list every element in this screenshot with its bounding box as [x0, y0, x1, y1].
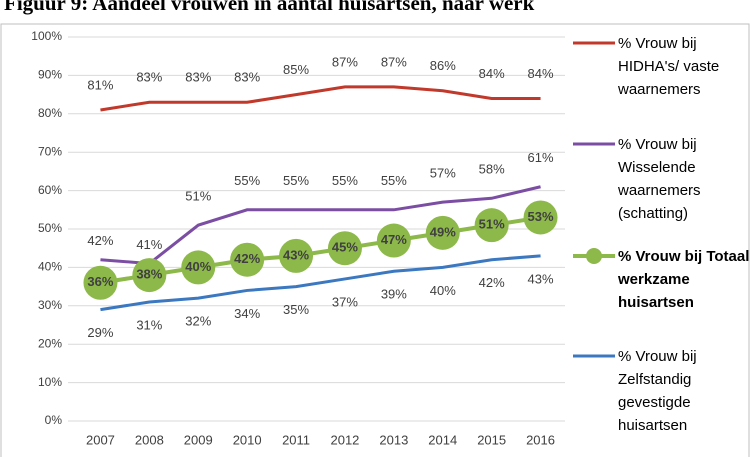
data-label: 47% — [381, 232, 407, 247]
marker — [474, 208, 509, 243]
data-label: 55% — [381, 173, 407, 188]
y-tick-label: 40% — [38, 260, 62, 274]
x-tick-label: 2013 — [379, 432, 408, 447]
y-tick-label: 60% — [38, 183, 62, 197]
marker — [327, 231, 362, 266]
y-tick-label: 0% — [45, 413, 63, 427]
data-label: 38% — [136, 267, 162, 282]
series-line — [100, 85, 541, 112]
y-tick-label: 100% — [31, 29, 62, 43]
y-tick-label: 20% — [38, 336, 62, 350]
x-tick-label: 2012 — [330, 432, 359, 447]
legend-entry: % Vrouw bij Wisselende waarnemers (schat… — [618, 136, 701, 222]
x-tick-label: 2011 — [282, 432, 310, 447]
x-tick-label: 2008 — [135, 432, 164, 447]
marker — [230, 242, 265, 277]
data-label: 58% — [479, 162, 505, 177]
data-label: 61% — [528, 150, 554, 165]
data-label: 31% — [136, 317, 162, 332]
x-tick-label: 2014 — [428, 432, 457, 447]
y-tick-label: 90% — [38, 68, 62, 82]
marker — [181, 250, 216, 285]
legend-marker — [586, 248, 602, 264]
data-label: 29% — [87, 325, 113, 340]
data-label: 37% — [332, 294, 358, 309]
series-line — [100, 215, 541, 285]
data-label: 42% — [87, 233, 113, 248]
data-label: 84% — [528, 66, 554, 81]
y-tick-label: 30% — [38, 298, 62, 312]
data-label: 42% — [234, 251, 260, 266]
marker — [83, 265, 118, 300]
data-label: 81% — [87, 77, 113, 92]
data-label: 84% — [479, 66, 505, 81]
x-tick-label: 2015 — [477, 432, 506, 447]
data-label: 53% — [528, 209, 554, 224]
data-label: 83% — [136, 70, 162, 85]
x-tick-label: 2009 — [184, 432, 213, 447]
data-label: 42% — [479, 275, 505, 290]
data-label: 40% — [185, 259, 211, 274]
data-label: 85% — [283, 62, 309, 77]
data-label: 83% — [185, 70, 211, 85]
marker — [425, 215, 460, 250]
data-label: 32% — [185, 314, 211, 329]
data-label: 40% — [430, 283, 456, 298]
marker — [279, 238, 314, 273]
data-label: 43% — [283, 247, 309, 262]
data-label: 39% — [381, 287, 407, 302]
data-label: 45% — [332, 240, 358, 255]
x-tick-label: 2016 — [526, 432, 555, 447]
series-line — [100, 254, 541, 312]
y-tick-label: 50% — [38, 221, 62, 235]
data-label: 86% — [430, 58, 456, 73]
data-label: 36% — [87, 274, 113, 289]
chart-title: Figuur 9: Aandeel vrouwen in aantal huis… — [4, 0, 535, 15]
data-label: 49% — [430, 224, 456, 239]
data-label: 35% — [283, 302, 309, 317]
x-tick-label: 2010 — [233, 432, 262, 447]
data-label: 43% — [528, 271, 554, 286]
chart-frame — [0, 23, 750, 457]
data-label: 55% — [332, 173, 358, 188]
data-label: 87% — [332, 54, 358, 69]
data-label: 83% — [234, 70, 260, 85]
data-label: 55% — [283, 173, 309, 188]
legend-entry: % Vrouw bij Totaal werkzame huisartsen — [618, 248, 750, 311]
data-label: 41% — [136, 237, 162, 252]
data-label: 34% — [234, 306, 260, 321]
marker — [523, 200, 558, 235]
series-line — [100, 185, 541, 266]
x-tick-label: 2007 — [86, 432, 115, 447]
y-tick-label: 10% — [38, 375, 62, 389]
data-label: 57% — [430, 166, 456, 181]
data-label: 87% — [381, 54, 407, 69]
legend-entry: % Vrouw bij HIDHA's/ vaste waarnemers — [618, 35, 720, 98]
data-label: 51% — [185, 189, 211, 204]
data-label: 55% — [234, 173, 260, 188]
data-label: 51% — [479, 217, 505, 232]
legend-entry: % Vrouw bij Zelfstandig gevestigde huisa… — [618, 348, 697, 434]
y-tick-label: 70% — [38, 144, 62, 158]
marker — [376, 223, 411, 258]
marker — [132, 258, 167, 293]
y-tick-label: 80% — [38, 106, 62, 120]
